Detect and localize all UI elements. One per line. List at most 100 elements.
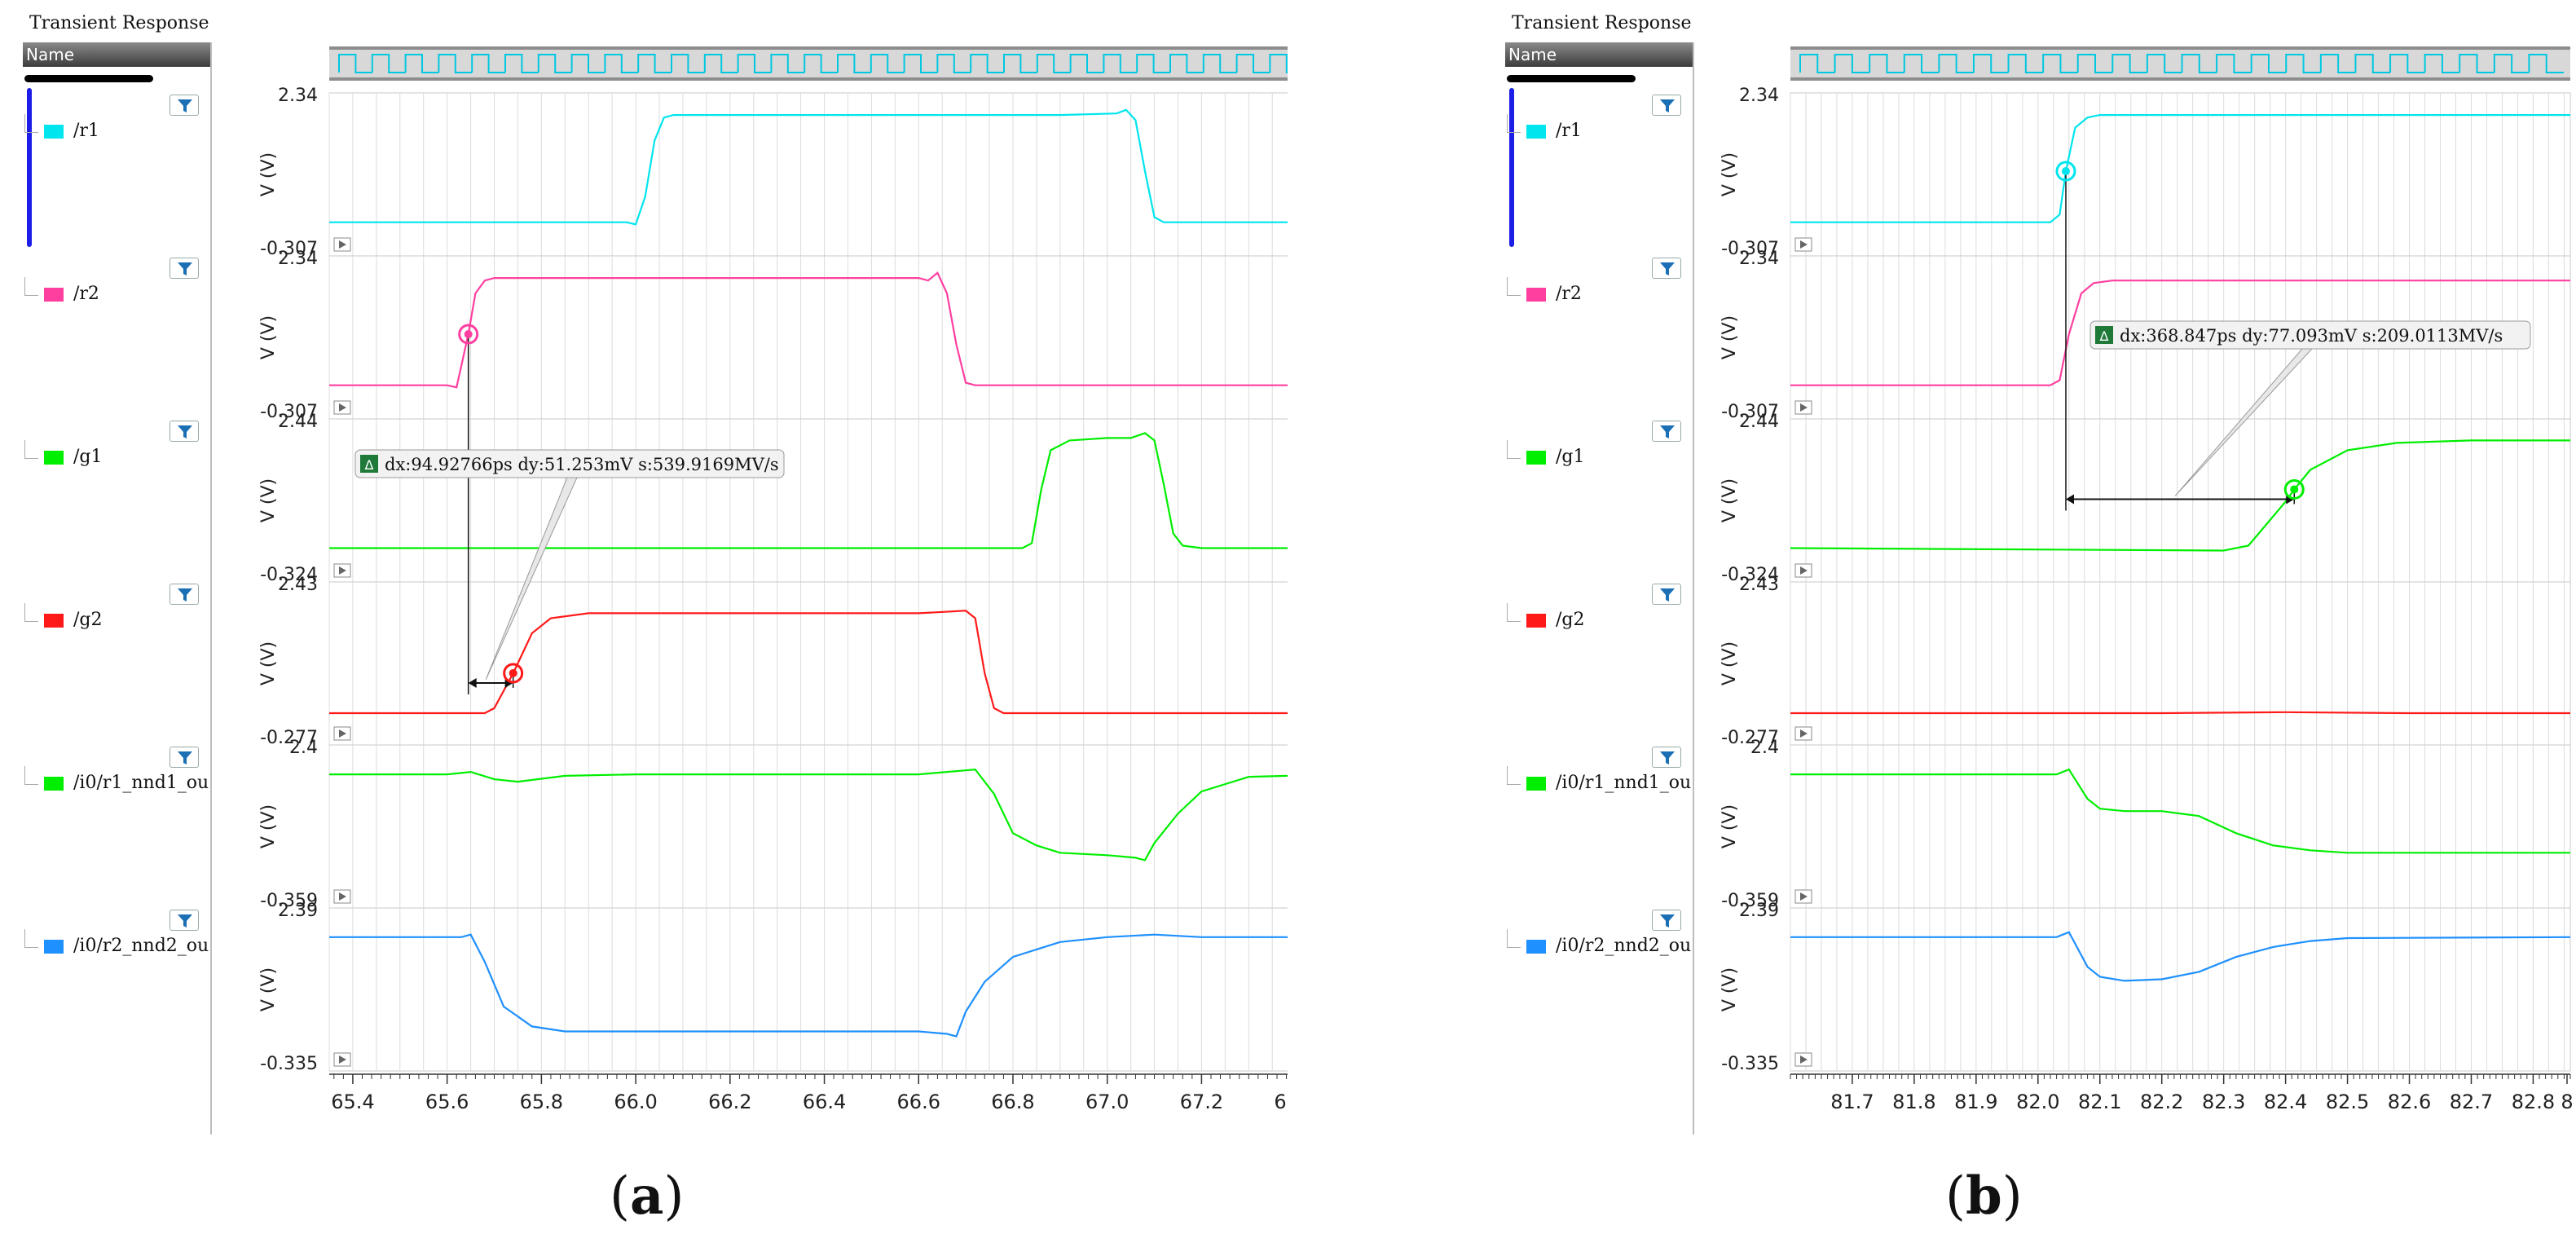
pane-divider[interactable] xyxy=(210,42,212,1135)
filter-button[interactable] xyxy=(1652,747,1681,768)
signal-item[interactable]: /i0/r1_nnd1_ou xyxy=(24,766,210,799)
filter-button[interactable] xyxy=(1652,910,1681,931)
strip-frame xyxy=(328,418,1288,583)
tree-connector xyxy=(24,440,38,459)
signal-item[interactable]: /r1 xyxy=(24,114,210,147)
strip-frame xyxy=(1790,418,2571,583)
signal-item[interactable]: /i0/r2_nnd2_ou xyxy=(24,929,210,962)
strip-expand-button[interactable] xyxy=(333,563,351,578)
filter-button[interactable] xyxy=(170,910,199,931)
y-min-label: -0.359 xyxy=(1721,891,1779,911)
strip-expand-button[interactable] xyxy=(333,1052,351,1067)
y-axis-label: V (V) xyxy=(258,967,279,1011)
marker-label-text: dx:94.92766ps dy:51.253mV s:539.9169MV/s xyxy=(385,455,779,474)
filter-button[interactable] xyxy=(1652,95,1681,116)
strip-expand-button[interactable] xyxy=(333,726,351,741)
y-min-label: -0.324 xyxy=(260,565,318,585)
filter-button[interactable] xyxy=(170,258,199,279)
marker-point-dot xyxy=(2290,485,2299,494)
x-tick-label: 8 xyxy=(2561,1091,2573,1113)
strip-frame xyxy=(328,581,1288,746)
x-tick-label: 67.0 xyxy=(1085,1091,1129,1113)
tree-connector xyxy=(1507,929,1521,948)
signal-item[interactable]: /g1 xyxy=(1507,440,1693,473)
waveform-i0-r1_nnd1_ou xyxy=(1790,768,2570,854)
waveform-g2 xyxy=(1790,711,2570,715)
waveform-g1 xyxy=(329,432,1288,549)
caption-close: ) xyxy=(2001,1166,2023,1227)
play-icon xyxy=(1800,892,1808,901)
signal-color-swatch xyxy=(44,125,64,139)
x-tick-label: 81.7 xyxy=(1830,1091,1874,1113)
signal-name: /r1 xyxy=(73,121,99,141)
strip-frame xyxy=(328,907,1288,1072)
waveform-i0-r2_nnd2_ou xyxy=(329,933,1288,1038)
filter-button[interactable] xyxy=(1652,584,1681,605)
name-column-header[interactable]: Name xyxy=(23,42,210,67)
pane-divider[interactable] xyxy=(1693,42,1694,1135)
signal-item[interactable]: /r1 xyxy=(1507,114,1693,147)
signal-name: /i0/r1_nnd1_ou xyxy=(1556,773,1692,793)
x-tick-label: 66.8 xyxy=(991,1091,1034,1113)
signal-item[interactable]: /i0/r2_nnd2_ou xyxy=(1507,929,1693,962)
filter-icon xyxy=(178,425,192,438)
marker-point-dot xyxy=(2061,167,2070,176)
selection-indicator xyxy=(27,88,32,247)
y-max-label: 2.34 xyxy=(278,249,318,269)
signal-item[interactable]: /r2 xyxy=(1507,277,1693,310)
strip-expand-button[interactable] xyxy=(333,889,351,904)
x-tick-label: 81.9 xyxy=(1954,1091,1997,1113)
name-column-header[interactable]: Name xyxy=(1505,42,1693,67)
strip-expand-button[interactable] xyxy=(1794,889,1812,904)
strip-5: 2.4 -0.359 V (V) xyxy=(1720,738,2571,911)
play-icon xyxy=(1800,1055,1808,1064)
strip-expand-button[interactable] xyxy=(333,237,351,252)
filter-icon xyxy=(1660,262,1675,275)
strip-expand-button[interactable] xyxy=(333,400,351,415)
caption-letter: a xyxy=(629,1165,664,1227)
signal-item[interactable]: /g2 xyxy=(1507,603,1693,636)
overview-waveform xyxy=(338,54,1288,73)
play-icon xyxy=(339,240,346,249)
filter-button[interactable] xyxy=(1652,258,1681,279)
filter-button[interactable] xyxy=(170,584,199,605)
strip-expand-button[interactable] xyxy=(1794,563,1812,578)
y-min-label: -0.335 xyxy=(1721,1054,1779,1074)
signal-item[interactable]: /g2 xyxy=(24,603,210,636)
tree-connector xyxy=(24,114,38,133)
signal-name: /r1 xyxy=(1556,121,1582,141)
strip-5: 2.4 -0.359 V (V) xyxy=(258,738,1288,911)
filter-button[interactable] xyxy=(170,747,199,768)
name-column-resizer[interactable] xyxy=(24,75,153,82)
name-column-resizer[interactable] xyxy=(1507,75,1636,82)
strip-4: 2.43 -0.277 V (V) xyxy=(1720,575,2571,748)
filter-icon xyxy=(178,588,192,601)
y-axis-label: V (V) xyxy=(1720,967,1740,1011)
strip-frame xyxy=(1790,581,2571,746)
tree-connector xyxy=(1507,766,1521,785)
signal-item[interactable]: /g1 xyxy=(24,440,210,473)
x-tick-label: 82.6 xyxy=(2388,1091,2431,1113)
tree-connector xyxy=(1507,277,1521,296)
filter-button[interactable] xyxy=(1652,421,1681,442)
play-icon xyxy=(1800,240,1808,249)
strip-expand-button[interactable] xyxy=(1794,726,1812,741)
strip-expand-button[interactable] xyxy=(1794,1052,1812,1067)
caption-letter: b xyxy=(1965,1165,2002,1227)
panel-a: Transient Response Name 2.34 -0.307 V (V) 2… xyxy=(0,0,1288,1227)
filter-button[interactable] xyxy=(170,421,199,442)
strip-expand-button[interactable] xyxy=(1794,400,1812,415)
y-max-label: 2.34 xyxy=(1739,86,1779,106)
play-icon xyxy=(339,729,346,738)
signal-item[interactable]: /r2 xyxy=(24,277,210,310)
play-icon xyxy=(339,403,346,412)
strip-frame xyxy=(1790,92,2571,257)
strip-expand-button[interactable] xyxy=(1794,237,1812,252)
signal-item[interactable]: /i0/r1_nnd1_ou xyxy=(1507,766,1693,799)
x-tick-label: 67.4 xyxy=(1274,1091,1288,1113)
filter-button[interactable] xyxy=(170,95,199,116)
